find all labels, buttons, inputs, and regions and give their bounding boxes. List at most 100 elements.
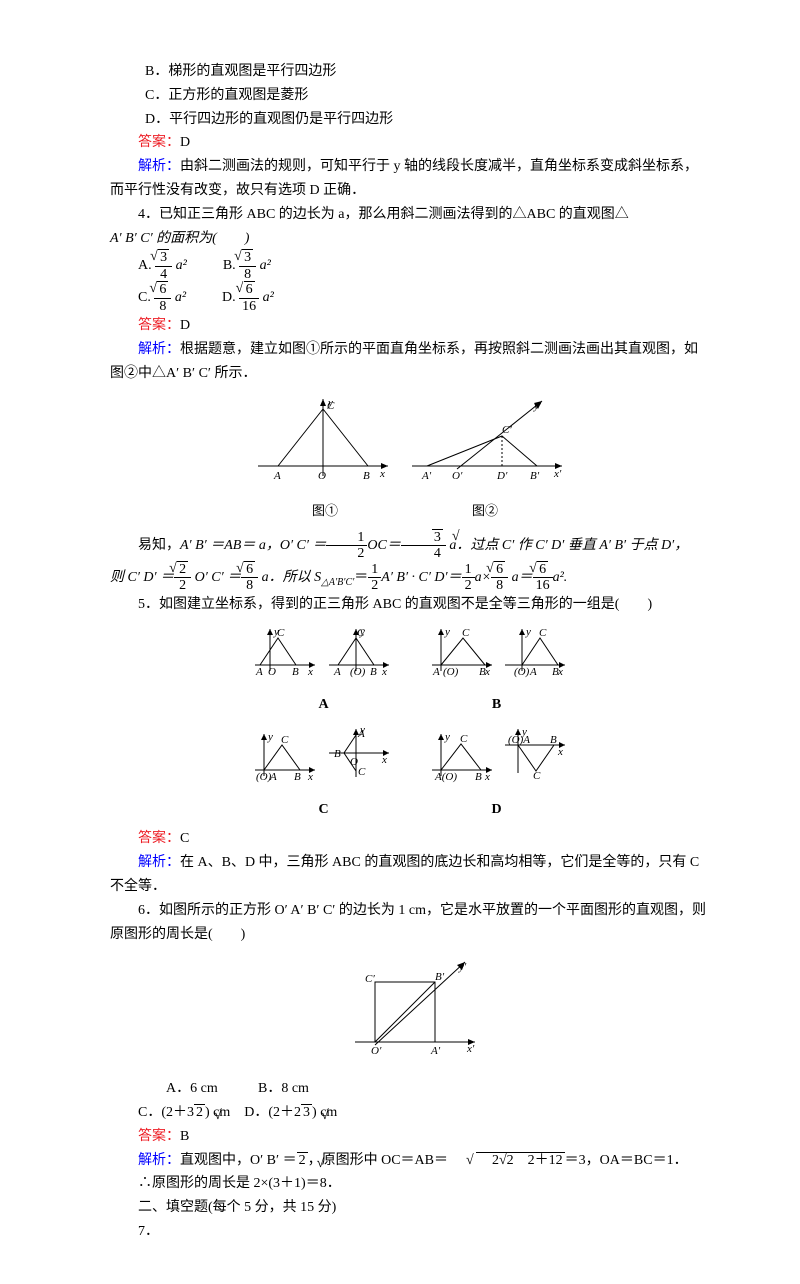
q5-ana-text: 在 A、B、D 中，三角形 ABC 的直观图的底边长和高均相等，它们是全等的，只…	[110, 855, 699, 894]
svg-text:x: x	[381, 754, 387, 766]
svg-text:C: C	[357, 627, 365, 639]
svg-text:C′: C′	[502, 424, 512, 436]
q5-labels-row2: C D	[110, 798, 710, 822]
q6-option-d: D．(2＋23) cm	[244, 1104, 337, 1120]
q6-answer-value: B	[180, 1129, 189, 1144]
q4-answer-value: D	[180, 318, 190, 333]
q5-answer: 答案：C	[110, 827, 710, 851]
svg-text:B: B	[363, 470, 370, 482]
q5-answer-value: C	[180, 831, 189, 846]
svg-text:x: x	[381, 666, 387, 678]
q7-stem: 7．	[110, 1220, 710, 1244]
svg-text:O′: O′	[452, 470, 463, 482]
q6-option-b: B．8 cm	[258, 1081, 309, 1096]
svg-text:D′: D′	[496, 470, 508, 482]
analysis-label: 解析：	[138, 159, 180, 174]
svg-text:y: y	[359, 724, 365, 736]
svg-text:B: B	[334, 748, 341, 760]
svg-text:C: C	[358, 766, 366, 778]
svg-text:x′: x′	[466, 1043, 475, 1055]
q3-analysis: 解析：由斜二测画法的规则，可知平行于 y 轴的线段长度减半，直角坐标系变成斜坐标…	[110, 155, 710, 203]
svg-text:x: x	[557, 746, 563, 758]
svg-text:y: y	[267, 731, 273, 743]
answer-label: 答案：	[138, 831, 180, 846]
svg-text:x: x	[557, 666, 563, 678]
svg-text:y′: y′	[458, 961, 467, 973]
q6-option-a: A．6 cm	[138, 1077, 258, 1101]
svg-text:x′: x′	[553, 468, 562, 480]
q5-analysis: 解析：在 A、B、D 中，三角形 ABC 的直观图的底边长和高均相等，它们是全等…	[110, 851, 710, 899]
svg-text:A′: A′	[430, 1045, 441, 1057]
q4-analysis-2: 易知，A′ B′ ＝AB＝ a，O′ C′ ＝12OC＝34 a．过点 C′ 作…	[110, 530, 710, 562]
svg-text:B′: B′	[435, 971, 445, 983]
svg-text:C′: C′	[365, 973, 375, 985]
q3-option-d: D．平行四边形的直观图仍是平行四边形	[110, 108, 710, 132]
q6-analysis-2: ∴原图形的周长是 2×(3＋1)＝8．	[110, 1172, 710, 1196]
svg-text:y: y	[444, 731, 450, 743]
svg-text:B′: B′	[530, 470, 540, 482]
q5-figures-row1: AOBxyC A(O)BxyC A(O)BxyC (O)ABxyC	[110, 623, 710, 687]
svg-text:y: y	[444, 626, 450, 638]
svg-text:(O): (O)	[350, 666, 366, 678]
q3-answer-value: D	[180, 135, 190, 150]
q6-options-2: C．(2＋32) cm D．(2＋23) cm	[110, 1101, 710, 1125]
q5-fig-c2: AOBCxy	[324, 723, 394, 783]
analysis-label: 解析：	[138, 855, 180, 870]
q6-figure: C′ B′ O′ A′ x′ y′	[110, 952, 710, 1071]
svg-text:B: B	[475, 771, 482, 783]
q4-options-row2: C. 68 a² D. 616 a²	[138, 282, 710, 314]
answer-label: 答案：	[138, 135, 180, 150]
svg-text:A: A	[273, 470, 281, 482]
q5-label-d: D	[427, 798, 567, 822]
svg-text:A: A	[269, 771, 277, 783]
svg-text:x: x	[307, 771, 313, 783]
q5-fig-d2: (O)ABxyC	[500, 723, 570, 783]
q4-analysis-1: 解析：根据题意，建立如图①所示的平面直角坐标系，再按照斜二测画法画出其直观图，如…	[110, 338, 710, 386]
svg-text:(O): (O)	[514, 666, 530, 678]
q4-stem-1: 4．已知正三角形 ABC 的边长为 a，那么用斜二测画法得到的△ABC 的直观图…	[110, 203, 710, 227]
answer-label: 答案：	[138, 318, 180, 333]
q5-fig-a1: AOBxyC	[250, 623, 320, 678]
svg-text:A: A	[432, 666, 440, 678]
q6-answer: 答案：B	[110, 1125, 710, 1149]
svg-text:x: x	[484, 771, 490, 783]
q4-option-c: C. 68 a²	[138, 282, 186, 314]
analysis-label: 解析：	[138, 342, 180, 357]
q5-fig-b2: (O)ABxyC	[500, 623, 570, 678]
q3-answer: 答案：D	[110, 131, 710, 155]
svg-text:C: C	[327, 400, 335, 412]
q3-analysis-text: 由斜二测画法的规则，可知平行于 y 轴的线段长度减半，直角坐标系变成斜坐标系，而…	[110, 159, 698, 198]
q5-fig-d1: A(O) Bx yC	[427, 728, 497, 783]
svg-text:O′: O′	[371, 1045, 382, 1057]
fig2-label: 图②	[400, 500, 570, 522]
svg-text:x: x	[379, 468, 385, 480]
q5-stem: 5．如图建立坐标系，得到的正三角形 ABC 的直观图不是全等三角形的一组是( )	[110, 593, 710, 617]
svg-text:x: x	[484, 666, 490, 678]
q4-option-a: A. 34 a²	[138, 250, 187, 282]
q4-options-row1: A. 34 a² B. 38 a²	[138, 250, 710, 282]
svg-text:B: B	[370, 666, 377, 678]
answer-label: 答案：	[138, 1129, 180, 1144]
fig1-label: 图①	[250, 500, 400, 522]
q6-option-c: C．(2＋32) cm	[138, 1104, 230, 1120]
section-2-title: 二、填空题(每个 5 分，共 15 分)	[110, 1196, 710, 1220]
svg-text:O: O	[268, 666, 276, 678]
svg-text:A(O): A(O)	[434, 771, 457, 783]
svg-text:y: y	[525, 626, 531, 638]
svg-text:C: C	[539, 627, 547, 639]
q6-options-1: A．6 cmB．8 cm	[110, 1077, 710, 1101]
q5-label-c: C	[254, 798, 394, 822]
q4-option-b: B. 38 a²	[223, 250, 271, 282]
q4-ana-text: 根据题意，建立如图①所示的平面直角坐标系，再按照斜二测画法画出其直观图，如图②中…	[110, 342, 698, 381]
svg-text:A′: A′	[421, 470, 432, 482]
svg-text:B: B	[294, 771, 301, 783]
q5-figures-row2: (O)ABxyC AOBCxy A(O)BxyC (O)ABxyC	[110, 723, 710, 792]
analysis-label: 解析：	[138, 1153, 180, 1168]
q6-stem: 6．如图所示的正方形 O′ A′ B′ C′ 的边长为 1 cm，它是水平放置的…	[110, 899, 710, 947]
q5-labels-row1: A B	[110, 693, 710, 717]
svg-text:A: A	[529, 666, 537, 678]
svg-text:C: C	[460, 733, 468, 745]
q5-label-b: B	[427, 693, 567, 717]
q4-stem-2: A′ B′ C′ 的面积为( )	[110, 227, 710, 251]
svg-text:(O): (O)	[443, 666, 459, 678]
